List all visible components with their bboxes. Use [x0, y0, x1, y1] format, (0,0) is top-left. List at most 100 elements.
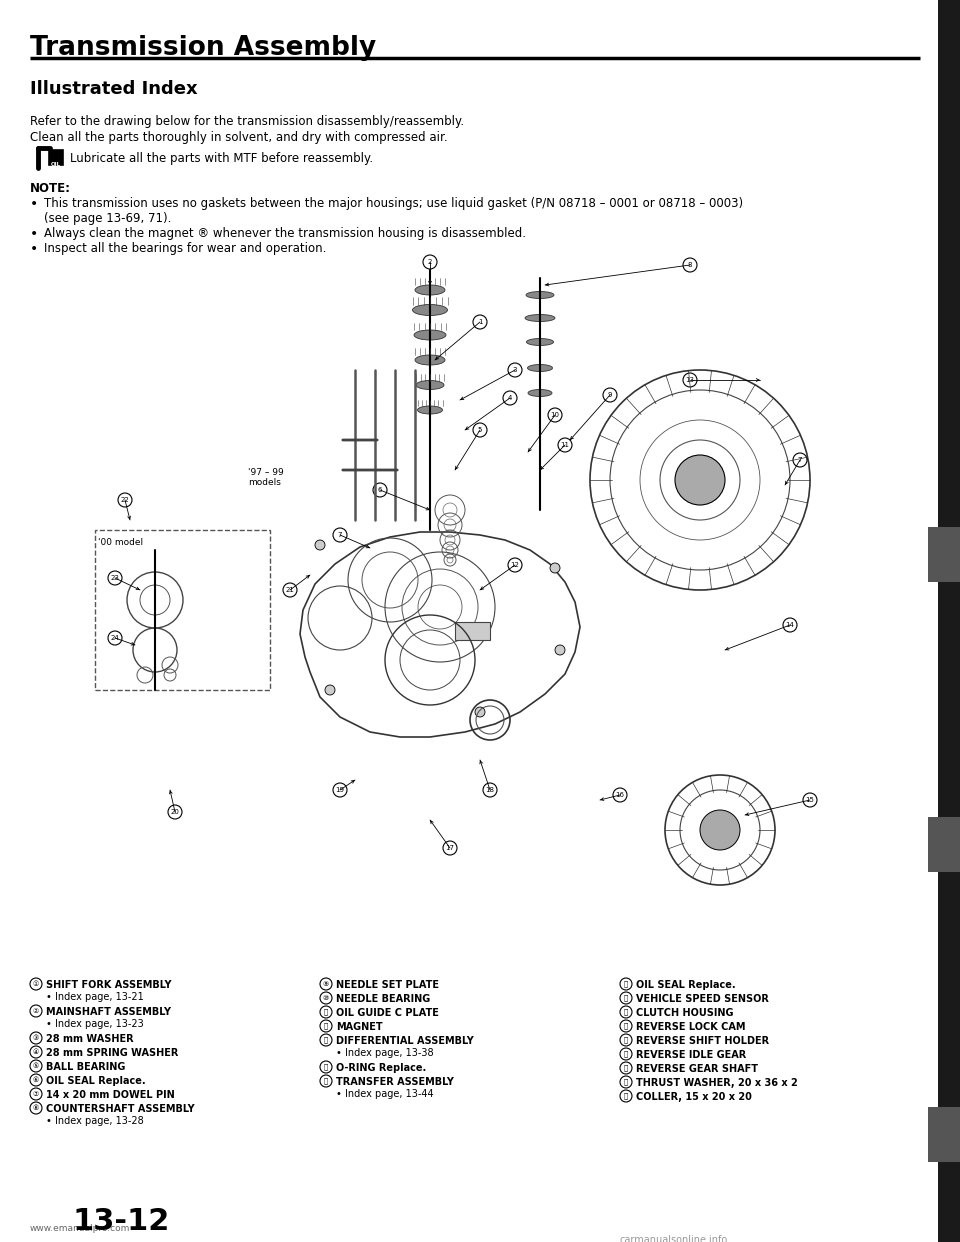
Text: This transmission uses no gaskets between the major housings; use liquid gasket : This transmission uses no gaskets betwee… [44, 197, 743, 210]
Text: •: • [30, 197, 38, 211]
Text: 8: 8 [687, 262, 692, 268]
Ellipse shape [416, 380, 444, 390]
Text: Lubricate all the parts with MTF before reassembly.: Lubricate all the parts with MTF before … [70, 152, 373, 165]
Text: REVERSE LOCK CAM: REVERSE LOCK CAM [636, 1022, 746, 1032]
Text: ⑦: ⑦ [33, 1090, 39, 1097]
Text: 1: 1 [478, 319, 482, 325]
Text: 10: 10 [550, 412, 560, 419]
Text: 22: 22 [121, 497, 130, 503]
Text: ⑮: ⑮ [324, 1078, 328, 1084]
Text: 13: 13 [685, 378, 694, 383]
Text: NEEDLE SET PLATE: NEEDLE SET PLATE [336, 980, 439, 990]
FancyBboxPatch shape [928, 1107, 960, 1163]
Text: 21: 21 [285, 587, 295, 592]
Text: '97 – 99
models: '97 – 99 models [248, 468, 284, 487]
Text: THRUST WASHER, 20 x 36 x 2: THRUST WASHER, 20 x 36 x 2 [636, 1078, 798, 1088]
Text: ⑷: ⑷ [624, 1093, 628, 1099]
Ellipse shape [415, 284, 445, 296]
Text: ④: ④ [33, 1049, 39, 1054]
FancyBboxPatch shape [938, 0, 960, 1242]
Text: 12: 12 [511, 561, 519, 568]
Text: •: • [30, 242, 38, 256]
Ellipse shape [525, 314, 555, 322]
Text: MAINSHAFT ASSEMBLY: MAINSHAFT ASSEMBLY [46, 1007, 171, 1017]
Text: carmanualsonline.info: carmanualsonline.info [620, 1235, 729, 1242]
Circle shape [675, 455, 725, 505]
Text: COLLER, 15 x 20 x 20: COLLER, 15 x 20 x 20 [636, 1092, 752, 1102]
Text: 3: 3 [513, 366, 517, 373]
Text: COUNTERSHAFT ASSEMBLY: COUNTERSHAFT ASSEMBLY [46, 1104, 195, 1114]
Text: 5: 5 [478, 427, 482, 433]
Text: • Index page, 13-23: • Index page, 13-23 [46, 1018, 144, 1030]
Text: ⑴: ⑴ [624, 1051, 628, 1057]
Text: 7: 7 [798, 457, 803, 463]
Text: OIL: OIL [51, 161, 61, 166]
Text: 11: 11 [561, 442, 569, 448]
Text: 20: 20 [171, 809, 180, 815]
Text: TRANSFER ASSEMBLY: TRANSFER ASSEMBLY [336, 1077, 454, 1087]
Text: 14 x 20 mm DOWEL PIN: 14 x 20 mm DOWEL PIN [46, 1090, 175, 1100]
Text: NEEDLE BEARING: NEEDLE BEARING [336, 994, 430, 1004]
Text: 6: 6 [377, 487, 382, 493]
Text: REVERSE GEAR SHAFT: REVERSE GEAR SHAFT [636, 1064, 758, 1074]
Text: REVERSE IDLE GEAR: REVERSE IDLE GEAR [636, 1049, 746, 1059]
Text: Clean all the parts thoroughly in solvent, and dry with compressed air.: Clean all the parts thoroughly in solven… [30, 130, 447, 144]
Text: '00 model: '00 model [98, 538, 143, 546]
Text: 16: 16 [615, 792, 625, 799]
Text: ⑥: ⑥ [33, 1077, 39, 1083]
Text: 13-12: 13-12 [72, 1207, 169, 1236]
Text: ⑨: ⑨ [323, 981, 329, 987]
FancyBboxPatch shape [49, 150, 63, 165]
Circle shape [325, 686, 335, 696]
Text: ⑪: ⑪ [324, 1009, 328, 1015]
Text: •: • [30, 227, 38, 241]
Text: CLUTCH HOUSING: CLUTCH HOUSING [636, 1009, 733, 1018]
Text: VEHICLE SPEED SENSOR: VEHICLE SPEED SENSOR [636, 994, 769, 1004]
Circle shape [550, 563, 560, 573]
Text: 15: 15 [805, 797, 814, 804]
Text: 7: 7 [338, 532, 343, 538]
Circle shape [700, 810, 740, 850]
Text: ⑲: ⑲ [624, 1022, 628, 1030]
Text: ⑧: ⑧ [33, 1105, 39, 1112]
Text: www.emanualpro.com: www.emanualpro.com [30, 1225, 131, 1233]
Text: ⑫: ⑫ [324, 1022, 328, 1030]
Text: DIFFERENTIAL ASSEMBLY: DIFFERENTIAL ASSEMBLY [336, 1036, 473, 1046]
Text: • Index page, 13-28: • Index page, 13-28 [46, 1117, 144, 1126]
Text: NOTE:: NOTE: [30, 183, 71, 195]
Text: O-RING Replace.: O-RING Replace. [336, 1063, 426, 1073]
Ellipse shape [418, 406, 443, 414]
Text: ⑵: ⑵ [624, 1064, 628, 1072]
Text: Illustrated Index: Illustrated Index [30, 79, 198, 98]
Text: ①: ① [33, 981, 39, 987]
Text: BALL BEARING: BALL BEARING [46, 1062, 126, 1072]
Circle shape [475, 707, 485, 717]
Circle shape [555, 645, 565, 655]
Text: ⑬: ⑬ [324, 1037, 328, 1043]
Text: • Index page, 13-21: • Index page, 13-21 [46, 992, 144, 1002]
Text: MAGNET: MAGNET [336, 1022, 383, 1032]
Text: OIL SEAL Replace.: OIL SEAL Replace. [46, 1076, 146, 1086]
Text: 18: 18 [486, 787, 494, 792]
Text: 28 mm WASHER: 28 mm WASHER [46, 1035, 133, 1045]
Text: (see page 13-69, 71).: (see page 13-69, 71). [44, 212, 172, 225]
Text: ⑱: ⑱ [624, 1009, 628, 1015]
Text: Refer to the drawing below for the transmission disassembly/reassembly.: Refer to the drawing below for the trans… [30, 116, 464, 128]
Text: 19: 19 [335, 787, 345, 792]
Text: ②: ② [33, 1009, 39, 1013]
Text: ⑳: ⑳ [624, 1037, 628, 1043]
Circle shape [315, 540, 325, 550]
Text: 23: 23 [110, 575, 119, 581]
Text: ⑯: ⑯ [624, 981, 628, 987]
Text: SHIFT FORK ASSEMBLY: SHIFT FORK ASSEMBLY [46, 980, 172, 990]
Text: ⑭: ⑭ [324, 1063, 328, 1071]
Ellipse shape [414, 330, 446, 340]
Ellipse shape [413, 304, 447, 315]
Text: 14: 14 [785, 622, 795, 628]
Text: 2: 2 [428, 260, 432, 265]
Text: 24: 24 [110, 635, 119, 641]
Text: 9: 9 [608, 392, 612, 397]
Text: ⑩: ⑩ [323, 995, 329, 1001]
FancyBboxPatch shape [928, 817, 960, 872]
Text: ⑤: ⑤ [33, 1063, 39, 1069]
